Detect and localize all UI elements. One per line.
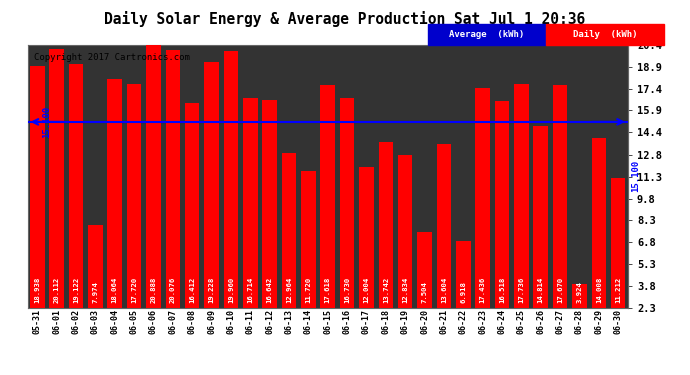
Bar [379, 141, 393, 341]
Bar [30, 66, 45, 341]
Bar [475, 88, 490, 341]
Bar [127, 84, 141, 341]
Text: 16.412: 16.412 [189, 277, 195, 303]
Bar [88, 225, 103, 341]
Bar [340, 98, 355, 341]
Text: Daily Solar Energy & Average Production Sat Jul 1 20:36: Daily Solar Energy & Average Production … [104, 11, 586, 27]
Text: 17.736: 17.736 [518, 277, 524, 303]
Text: Average  (kWh): Average (kWh) [448, 30, 524, 39]
Text: 16.714: 16.714 [247, 277, 253, 303]
Text: 17.436: 17.436 [480, 277, 486, 303]
Bar [50, 49, 64, 341]
Bar [204, 62, 219, 341]
Text: 16.642: 16.642 [266, 277, 273, 303]
Bar [262, 99, 277, 341]
Text: 18.938: 18.938 [34, 277, 40, 303]
Bar [166, 50, 180, 341]
Bar [553, 85, 567, 341]
Bar [533, 126, 548, 341]
Text: 19.960: 19.960 [228, 277, 234, 303]
Text: 14.814: 14.814 [538, 277, 544, 303]
Text: 6.918: 6.918 [460, 281, 466, 303]
Text: 17.618: 17.618 [325, 277, 331, 303]
Text: 20.112: 20.112 [54, 277, 59, 303]
Bar [514, 84, 529, 341]
Bar [572, 284, 586, 341]
Text: 3.924: 3.924 [576, 281, 582, 303]
Bar [591, 138, 606, 341]
Text: Daily  (kWh): Daily (kWh) [573, 30, 638, 39]
Text: 15.100: 15.100 [631, 160, 640, 192]
Bar [398, 155, 413, 341]
Text: 18.064: 18.064 [112, 277, 118, 303]
Text: 7.504: 7.504 [422, 281, 428, 303]
Text: 13.742: 13.742 [383, 277, 389, 303]
Bar [456, 240, 471, 341]
Bar [611, 178, 625, 341]
Bar [417, 232, 432, 341]
Text: 14.008: 14.008 [596, 277, 602, 303]
Bar [320, 86, 335, 341]
Bar [359, 167, 374, 341]
Bar [495, 101, 509, 341]
Text: 12.834: 12.834 [402, 277, 408, 303]
Bar [301, 171, 315, 341]
Text: 19.228: 19.228 [208, 277, 215, 303]
Text: 15.100: 15.100 [43, 106, 52, 138]
Text: 11.720: 11.720 [306, 277, 311, 303]
Text: 17.670: 17.670 [557, 277, 563, 303]
Text: 17.720: 17.720 [131, 277, 137, 303]
Text: 12.964: 12.964 [286, 277, 292, 303]
Bar [243, 99, 257, 341]
Text: 12.004: 12.004 [364, 277, 369, 303]
Text: 16.730: 16.730 [344, 277, 350, 303]
Text: 13.604: 13.604 [441, 277, 447, 303]
Bar [108, 79, 122, 341]
Bar [185, 103, 199, 341]
Bar [282, 153, 296, 341]
Text: Copyright 2017 Cartronics.com: Copyright 2017 Cartronics.com [34, 53, 190, 62]
Bar [437, 144, 451, 341]
Bar [224, 51, 238, 341]
Text: 20.888: 20.888 [150, 277, 157, 303]
Bar [69, 63, 83, 341]
Text: 7.974: 7.974 [92, 281, 99, 303]
Text: 20.076: 20.076 [170, 277, 176, 303]
Text: 11.212: 11.212 [615, 277, 621, 303]
Bar [146, 38, 161, 341]
Text: 19.122: 19.122 [73, 277, 79, 303]
Text: 16.518: 16.518 [499, 277, 505, 303]
